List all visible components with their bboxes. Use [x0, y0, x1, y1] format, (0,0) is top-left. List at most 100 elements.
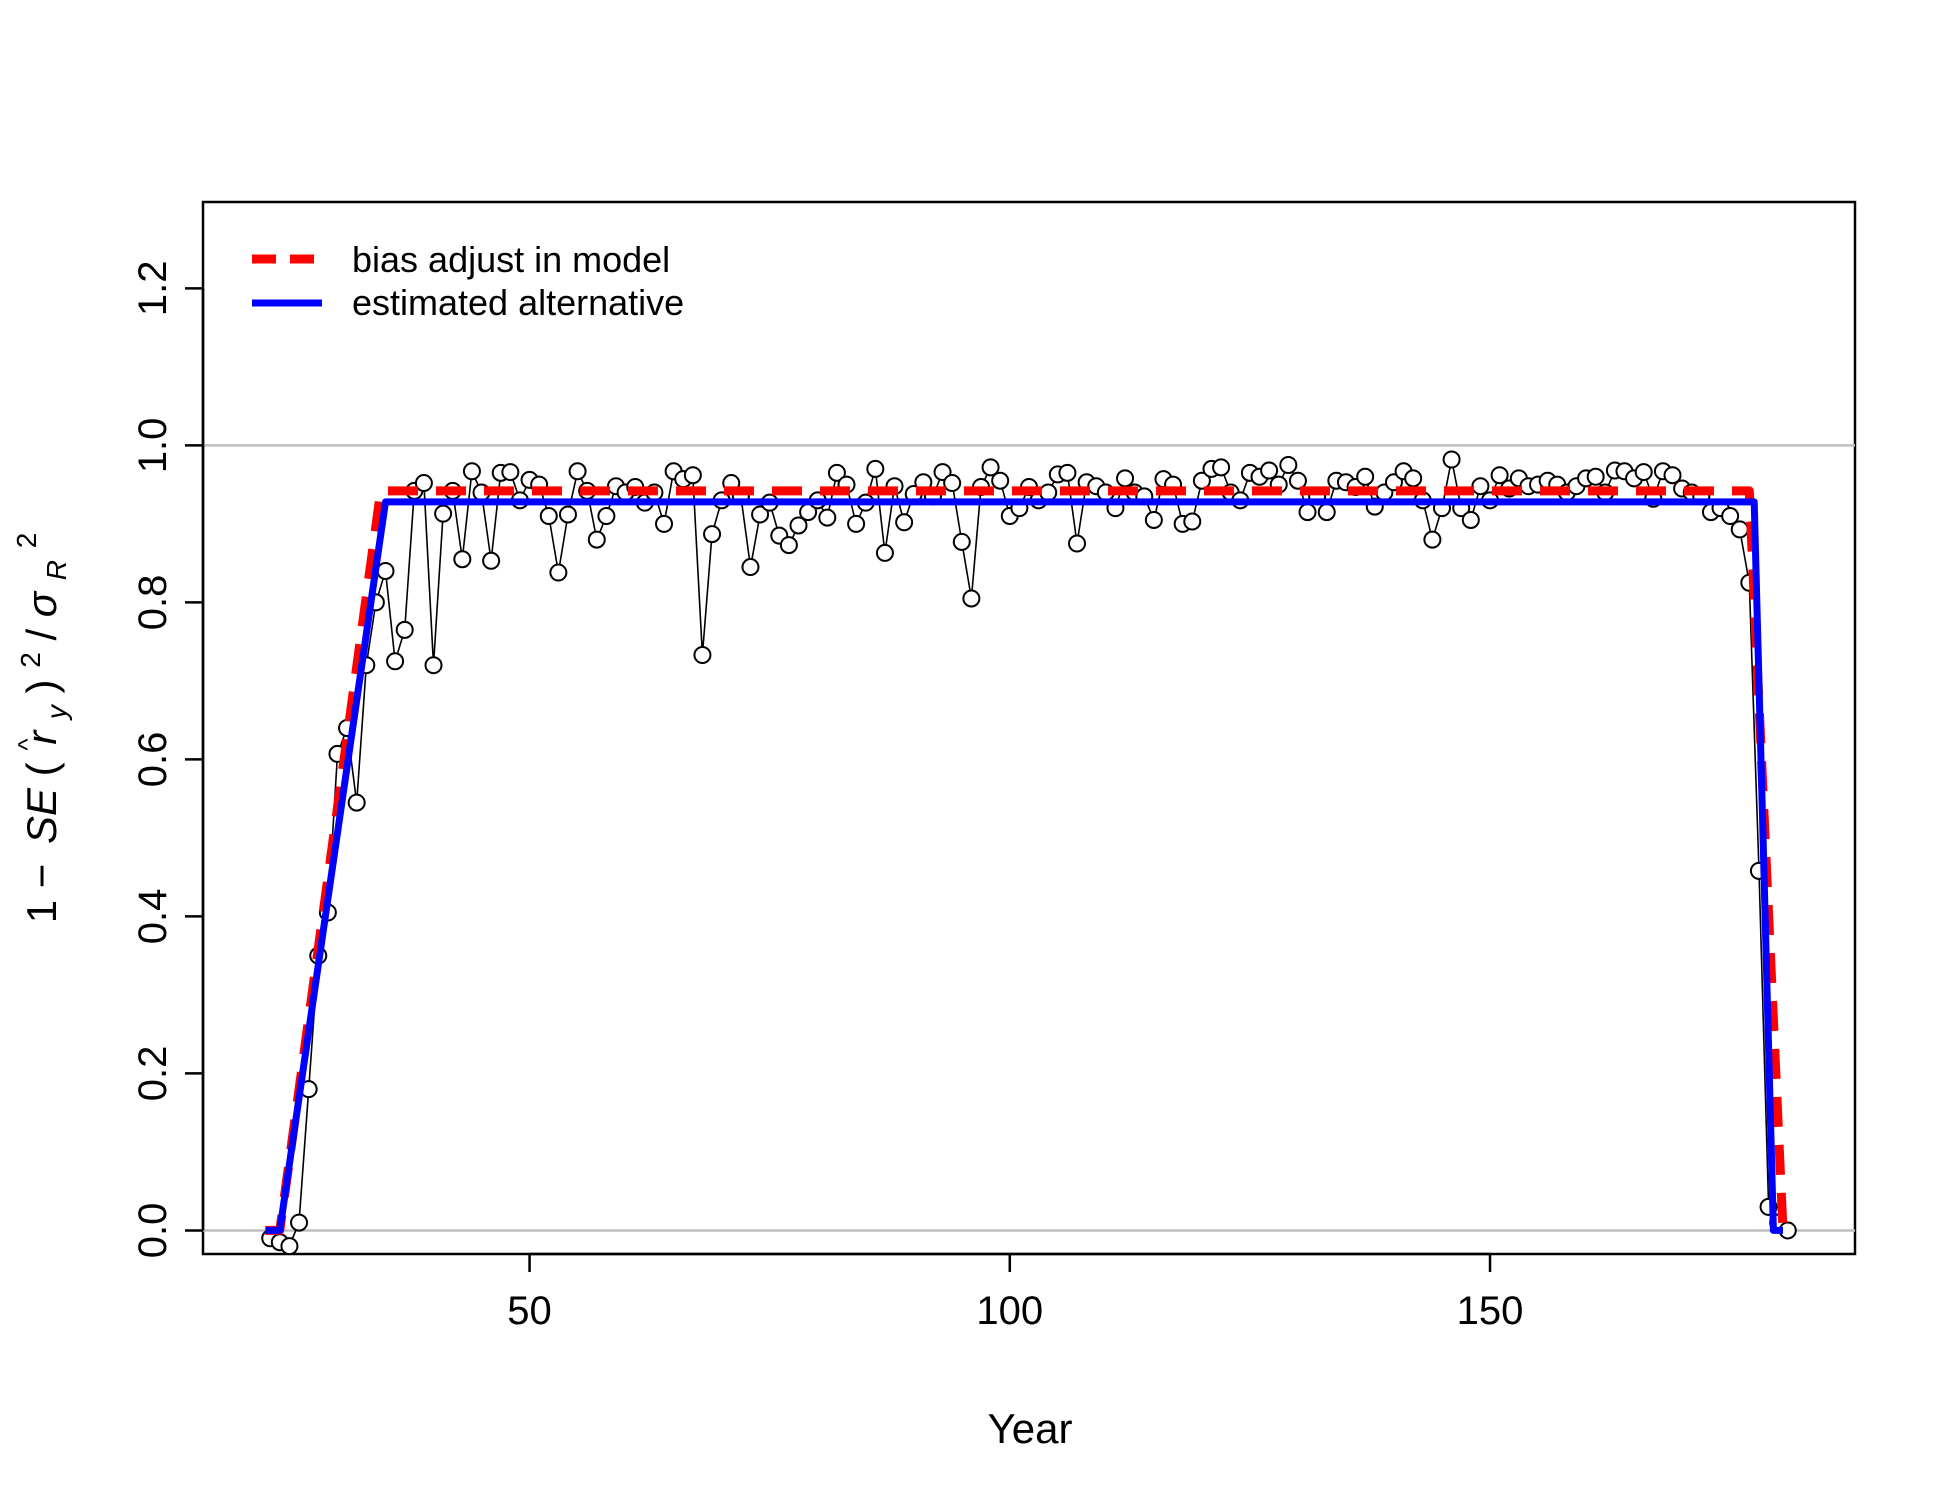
series-lines — [265, 486, 1793, 1235]
observed-point — [290, 1213, 309, 1232]
observed-point — [1068, 534, 1087, 553]
ylab-close: ) — [18, 679, 65, 693]
estimated-alternative-line — [265, 498, 1783, 1234]
observed-point — [1039, 483, 1058, 502]
observed-point — [693, 645, 712, 664]
ylab-sub-r: R — [41, 560, 72, 580]
observed-point — [1260, 461, 1279, 480]
observed-point — [558, 505, 577, 524]
observed-point — [1423, 530, 1442, 549]
observed-point — [1663, 466, 1682, 485]
ylab-sup-2: 2 — [15, 652, 46, 668]
observed-point — [866, 459, 885, 478]
observed-point — [462, 462, 481, 481]
observed-point — [981, 458, 1000, 477]
observed-point — [414, 474, 433, 493]
legend-label-estimated: estimated alternative — [352, 282, 684, 323]
ylab-sup-2b: 2 — [11, 533, 42, 549]
observed-point — [875, 543, 894, 562]
observed-point — [376, 561, 395, 580]
observed-point — [751, 505, 770, 524]
y-tick-label-6: 1.2 — [131, 261, 175, 317]
x-tick-label-2: 150 — [1457, 1289, 1524, 1333]
observed-point — [818, 508, 837, 527]
observed-point — [1183, 512, 1202, 531]
observed-point — [1471, 477, 1490, 496]
observed-point — [991, 471, 1010, 490]
observed-point — [482, 551, 501, 570]
observed-points — [261, 450, 1797, 1254]
legend: bias adjust in model estimated alternati… — [252, 239, 684, 323]
y-tick-label-5: 1.0 — [131, 418, 175, 474]
y-tick-label-2: 0.4 — [131, 889, 175, 945]
observed-point — [952, 532, 971, 551]
observed-point — [779, 536, 798, 555]
observed-point — [1721, 507, 1740, 526]
plot-box — [201, 200, 1857, 1256]
ylab-se: SE — [18, 787, 65, 844]
ylab-prefix: 1 − — [18, 864, 65, 924]
ylab-sigma: σ — [18, 590, 65, 617]
observed-point — [827, 463, 846, 482]
observed-point — [434, 504, 453, 523]
ylab-slash: / — [18, 629, 65, 641]
observed-point — [1212, 458, 1231, 477]
observed-point — [703, 525, 722, 544]
ylab-r: r — [18, 729, 65, 745]
observed-point — [280, 1237, 299, 1254]
observed-point — [1634, 463, 1653, 482]
observed-point — [587, 530, 606, 549]
y-tick-label-4: 0.8 — [131, 575, 175, 631]
observed-connecting-line — [269, 459, 1789, 1248]
y-axis-title: 1 − SE ( ^ r y ) 2 / σ R 2 — [0, 533, 75, 924]
observed-point — [1288, 471, 1307, 490]
observed-point — [741, 558, 760, 577]
observed-point — [943, 474, 962, 493]
observed-point — [683, 466, 702, 485]
reference-lines — [203, 444, 1855, 1232]
x-axis: 50 100 150 — [507, 1252, 1524, 1333]
x-axis-title: Year — [988, 1405, 1073, 1452]
observed-point — [1317, 503, 1336, 522]
ylab-hat: ^ — [12, 738, 42, 751]
observed-point — [1279, 456, 1298, 474]
observed-point — [962, 589, 981, 608]
y-tick-label-0: 0.0 — [131, 1203, 175, 1259]
observed-point — [453, 550, 472, 569]
ylab-sub-y: y — [41, 703, 72, 721]
x-tick-label-0: 50 — [507, 1289, 552, 1333]
observed-point — [789, 516, 808, 535]
observed-point — [1144, 510, 1163, 529]
observed-point — [386, 652, 405, 671]
ylab-open: ( — [18, 762, 65, 776]
observed-point — [1586, 467, 1605, 486]
observed-point — [1404, 469, 1423, 488]
bias-adjust-line — [265, 486, 1793, 1235]
observed-point — [549, 563, 568, 582]
observed-point — [1356, 467, 1375, 486]
legend-label-bias-adjust: bias adjust in model — [352, 239, 670, 280]
observed-point — [395, 620, 414, 639]
observed-point — [1490, 466, 1509, 485]
y-axis: 0.0 0.2 0.4 0.6 0.8 1.0 1.2 — [131, 261, 205, 1259]
observed-point — [539, 507, 558, 526]
svg-text:1 − SE ( ^: 1 − SE ( ^ r y ) 2 / σ R 2 — [0, 533, 75, 924]
observed-point — [1058, 463, 1077, 482]
observed-point — [895, 513, 914, 532]
observed-point — [597, 507, 616, 526]
observed-point — [424, 656, 443, 675]
observed-point — [347, 793, 366, 812]
y-tick-label-3: 0.6 — [131, 732, 175, 788]
observed-point — [1442, 450, 1461, 469]
observed-point — [847, 514, 866, 533]
observed-point — [568, 462, 587, 481]
observed-point — [1116, 469, 1135, 488]
observed-point — [655, 514, 674, 533]
x-tick-label-1: 100 — [976, 1289, 1043, 1333]
observed-point — [1298, 503, 1317, 522]
observed-point — [501, 463, 520, 482]
y-tick-label-1: 0.2 — [131, 1046, 175, 1102]
observed-point — [1461, 510, 1480, 529]
observed-point — [1730, 520, 1749, 539]
